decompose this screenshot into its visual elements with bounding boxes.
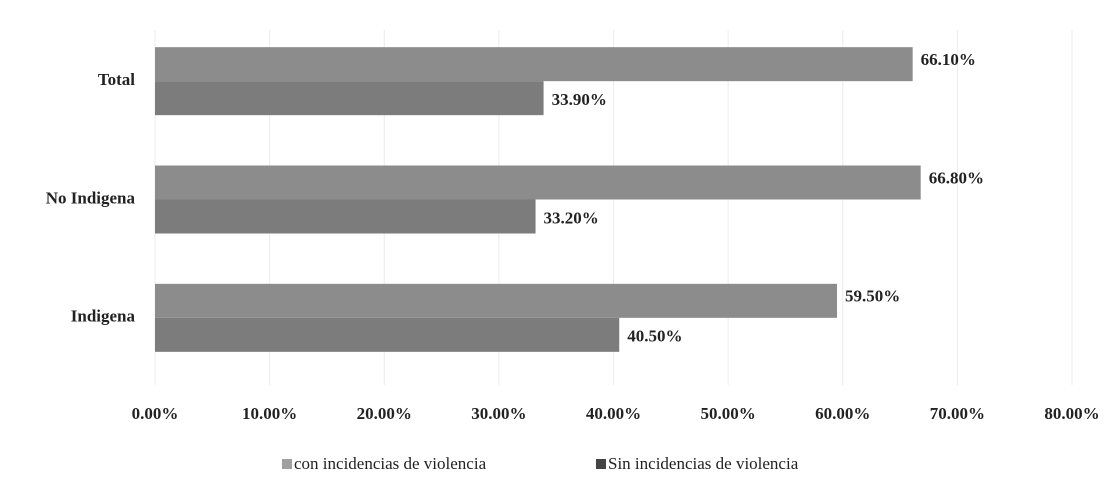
x-tick-label: 60.00% [815, 404, 870, 423]
x-tick-label: 30.00% [471, 404, 526, 423]
legend-swatch [282, 459, 292, 469]
data-label: 66.10% [921, 50, 976, 69]
x-tick-label: 10.00% [242, 404, 297, 423]
y-tick-label: Total [98, 70, 135, 89]
data-label: 59.50% [845, 287, 900, 306]
data-label: 33.90% [552, 90, 607, 109]
data-label: 40.50% [627, 327, 682, 346]
bar [155, 317, 620, 352]
bar [155, 47, 913, 82]
x-tick-label: 40.00% [586, 404, 641, 423]
bar [155, 283, 838, 318]
data-label: 33.20% [544, 208, 599, 227]
x-tick-label: 20.00% [357, 404, 412, 423]
x-tick-label: 70.00% [930, 404, 985, 423]
data-label: 66.80% [929, 168, 984, 187]
legend-label: Sin incidencias de violencia [608, 454, 799, 473]
y-tick-label: No Indigena [46, 188, 136, 207]
legend-swatch [596, 459, 606, 469]
x-tick-label: 80.00% [1044, 404, 1099, 423]
bar [155, 165, 921, 200]
x-tick-label: 50.00% [701, 404, 756, 423]
legend-label: con incidencias de violencia [294, 454, 487, 473]
bar [155, 199, 536, 234]
y-tick-label: Indigena [71, 307, 136, 326]
bar [155, 81, 544, 116]
x-tick-label: 0.00% [132, 404, 179, 423]
